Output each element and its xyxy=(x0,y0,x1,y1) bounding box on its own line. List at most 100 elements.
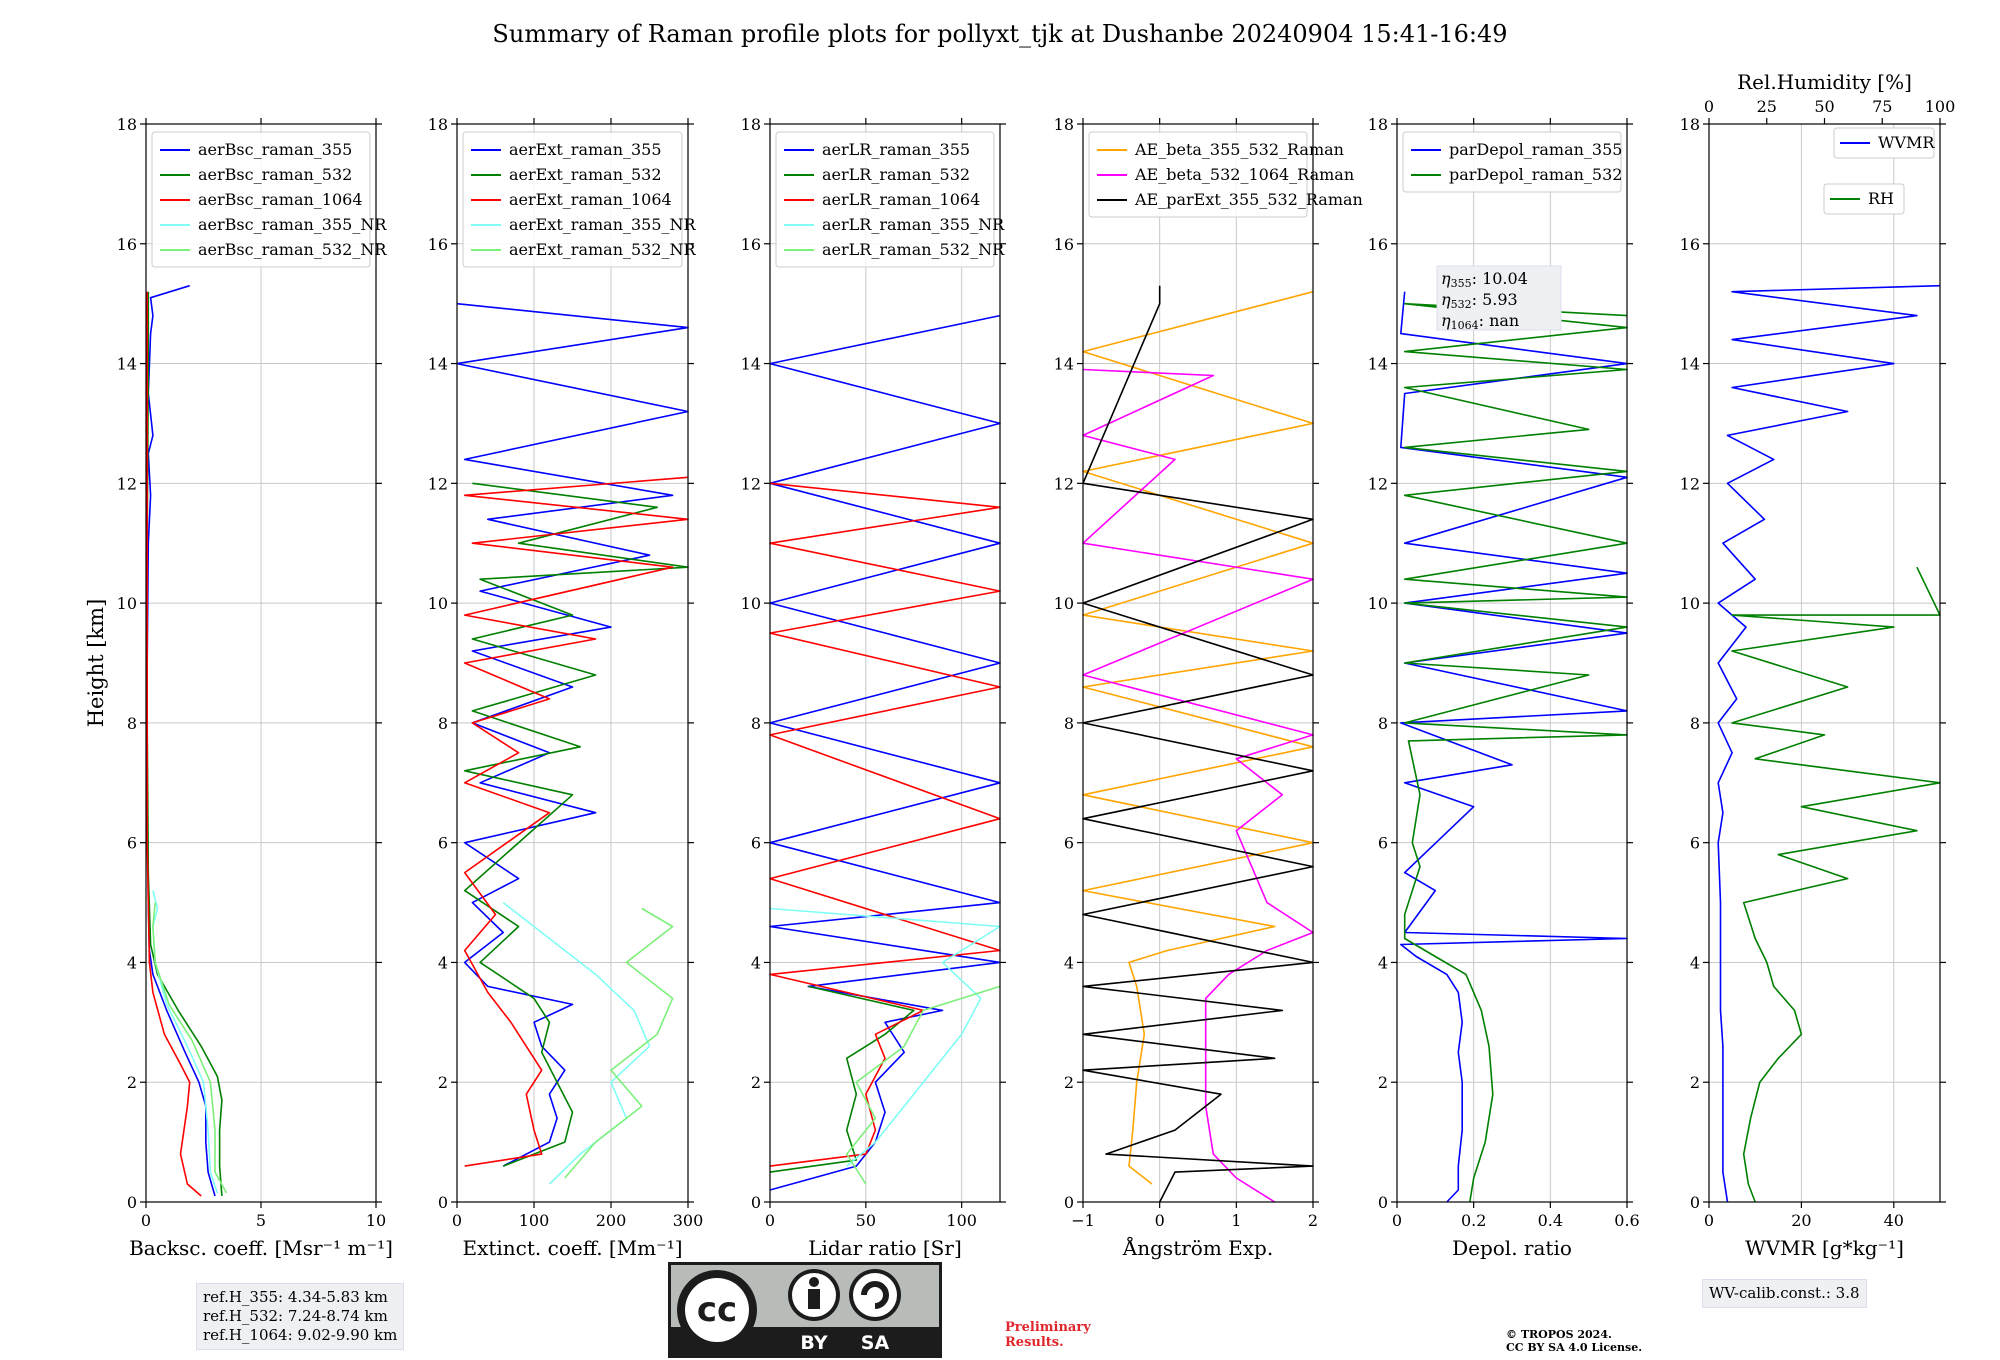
y-tick-label: 8 xyxy=(1064,714,1074,733)
y-tick-label: 6 xyxy=(1690,834,1700,853)
figure-title: Summary of Raman profile plots for polly… xyxy=(492,20,1508,48)
y-tick-label: 10 xyxy=(1680,594,1700,613)
y-tick-label: 16 xyxy=(428,235,448,254)
y-tick-label: 18 xyxy=(1680,115,1700,134)
x-tick-label: 20 xyxy=(1791,1211,1811,1230)
y-tick-label: 12 xyxy=(1054,474,1074,493)
legend-label: aerLR_raman_532 xyxy=(822,165,970,184)
legend-box xyxy=(462,131,683,268)
y-tick-label: 0 xyxy=(438,1193,448,1212)
x-tick-label: 0.2 xyxy=(1461,1211,1486,1230)
y-tick-label: 14 xyxy=(1054,355,1074,374)
series-line-aerBsc_raman_532_NR xyxy=(152,902,228,1194)
y-tick-label: 8 xyxy=(1690,714,1700,733)
x-tick-label: 10 xyxy=(366,1211,386,1230)
y-tick-label: 18 xyxy=(741,115,761,134)
legend-label: aerExt_raman_355 xyxy=(509,140,662,159)
y-tick-label: 4 xyxy=(1378,953,1388,972)
eta-annotation-line: η355: 10.04 xyxy=(1441,269,1528,290)
top-x-tick-label: 75 xyxy=(1872,97,1892,116)
eta-annotation-line: η1064: nan xyxy=(1441,311,1519,332)
y-tick-label: 14 xyxy=(117,355,137,374)
series-line-aerLR_raman_1064 xyxy=(769,482,1001,1167)
legend-box xyxy=(1088,131,1308,218)
y-tick-label: 16 xyxy=(741,235,761,254)
legend-label: aerLR_raman_532_NR xyxy=(822,240,1005,259)
eta-annotation-line: η532: 5.93 xyxy=(1441,290,1518,311)
series-line-parDepol_raman_532 xyxy=(1403,302,1628,1203)
x-axis-label: Lidar ratio [Sr] xyxy=(808,1236,962,1260)
by-person-icon xyxy=(809,1277,819,1287)
series-line-aerBsc_raman_1064 xyxy=(146,291,202,1197)
x-tick-label: 300 xyxy=(673,1211,704,1230)
x-axis-label: Ångström Exp. xyxy=(1122,1235,1273,1260)
legend-label: aerExt_raman_355_NR xyxy=(509,215,697,234)
plot-frame xyxy=(1396,123,1628,1203)
x-tick-label: 5 xyxy=(256,1211,266,1230)
y-tick-label: 10 xyxy=(741,594,761,613)
series-line-AE_parExt_355_532_Raman xyxy=(1082,285,1314,1203)
legend-label: aerLR_raman_1064 xyxy=(822,190,980,209)
series-line-AE_beta_532_1064_Raman xyxy=(1082,368,1314,1203)
legend-box xyxy=(151,131,371,268)
series-line-aerLR_raman_355_NR xyxy=(769,907,1001,1167)
y-tick-label: 2 xyxy=(438,1073,448,1092)
y-tick-label: 2 xyxy=(1690,1073,1700,1092)
y-tick-label: 18 xyxy=(1368,115,1388,134)
legend-label: AE_parExt_355_532_Raman xyxy=(1134,190,1363,209)
top-x-tick-label: 25 xyxy=(1757,97,1777,116)
x-tick-label: 0 xyxy=(141,1211,151,1230)
y-tick-label: 18 xyxy=(428,115,448,134)
plot-frame xyxy=(1082,123,1314,1203)
y-tick-label: 16 xyxy=(1368,235,1388,254)
by-text: BY xyxy=(800,1332,827,1354)
y-tick-label: 14 xyxy=(741,355,761,374)
x-tick-label: 0.6 xyxy=(1614,1211,1639,1230)
legend-label: WVMR xyxy=(1878,133,1935,152)
y-tick-label: 16 xyxy=(1054,235,1074,254)
top-x-tick-label: 50 xyxy=(1814,97,1834,116)
legend-box xyxy=(1823,183,1905,215)
y-tick-label: 2 xyxy=(1378,1073,1388,1092)
series-line-WVMR xyxy=(1717,284,1941,1203)
x-tick-label: 50 xyxy=(856,1211,876,1230)
x-tick-label: 0 xyxy=(452,1211,462,1230)
y-tick-label: 10 xyxy=(428,594,448,613)
plot-frame xyxy=(456,123,689,1203)
legend-box xyxy=(775,131,995,268)
legend-label: aerLR_raman_355_NR xyxy=(822,215,1005,234)
y-tick-label: 14 xyxy=(1680,355,1700,374)
y-tick-label: 14 xyxy=(1368,355,1388,374)
series-line-aerExt_raman_532 xyxy=(463,482,689,1167)
y-tick-label: 0 xyxy=(751,1193,761,1212)
y-tick-label: 6 xyxy=(1378,834,1388,853)
legend-label: RH xyxy=(1868,189,1894,208)
y-tick-label: 2 xyxy=(127,1073,137,1092)
y-tick-label: 10 xyxy=(1054,594,1074,613)
y-tick-label: 0 xyxy=(1378,1193,1388,1212)
x-tick-label: 0.4 xyxy=(1538,1211,1563,1230)
y-tick-label: 2 xyxy=(1064,1073,1074,1092)
y-tick-label: 6 xyxy=(127,834,137,853)
y-tick-label: 12 xyxy=(428,474,448,493)
y-tick-label: 4 xyxy=(127,953,137,972)
x-axis-label: Depol. ratio xyxy=(1452,1236,1572,1260)
eta-annotation-box xyxy=(1436,265,1562,331)
share-alike-icon xyxy=(861,1281,889,1309)
cc-by-sa-logo: cc BY SA xyxy=(671,1269,939,1355)
legend-label: parDepol_raman_355 xyxy=(1449,140,1622,159)
x-tick-label: −1 xyxy=(1071,1211,1095,1230)
ref-height-1064: ref.H_1064: 9.02-9.90 km xyxy=(203,1326,398,1344)
legend-label: aerExt_raman_532_NR xyxy=(509,240,697,259)
y-tick-label: 0 xyxy=(1064,1193,1074,1212)
y-tick-label: 0 xyxy=(1690,1193,1700,1212)
cc-license-badge: cc BY SA xyxy=(668,1262,942,1358)
y-tick-label: 14 xyxy=(428,355,448,374)
x-tick-label: 2 xyxy=(1308,1211,1318,1230)
y-tick-label: 8 xyxy=(1378,714,1388,733)
x-axis-label: Extinct. coeff. [Mm⁻¹] xyxy=(462,1236,682,1260)
y-tick-label: 10 xyxy=(117,594,137,613)
legend-label: aerBsc_raman_355 xyxy=(198,140,352,159)
top-x-tick-label: 0 xyxy=(1704,97,1714,116)
